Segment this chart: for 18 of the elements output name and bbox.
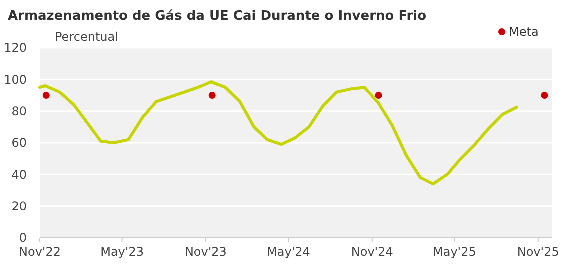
line-series (38, 80, 518, 186)
y-tick-label: 40 (12, 168, 27, 182)
y-tick-label: 120 (4, 41, 27, 56)
y-tick-label: 80 (12, 104, 27, 119)
x-tick-label: Nov'23 (184, 245, 227, 259)
y-tick-label: 100 (4, 72, 27, 87)
chart-title: Armazenamento de Gás da UE Cai Durante o Inverno Frio (8, 9, 427, 24)
x-tick-label: May'23 (100, 245, 144, 259)
x-tick-label: Nov'22 (19, 245, 61, 259)
y-tick-label: 0 (19, 231, 27, 246)
y-tick-label: 60 (12, 136, 27, 150)
legend-label: Meta (509, 25, 539, 39)
x-tick-label: May'25 (432, 245, 476, 259)
y-axis-title: Percentual (55, 30, 118, 44)
x-tick-label: Nov'25 (517, 245, 560, 259)
y-tick-label: 20 (12, 200, 27, 214)
x-tick-label: May'24 (267, 245, 310, 259)
x-tick-label: Nov'24 (351, 245, 394, 259)
